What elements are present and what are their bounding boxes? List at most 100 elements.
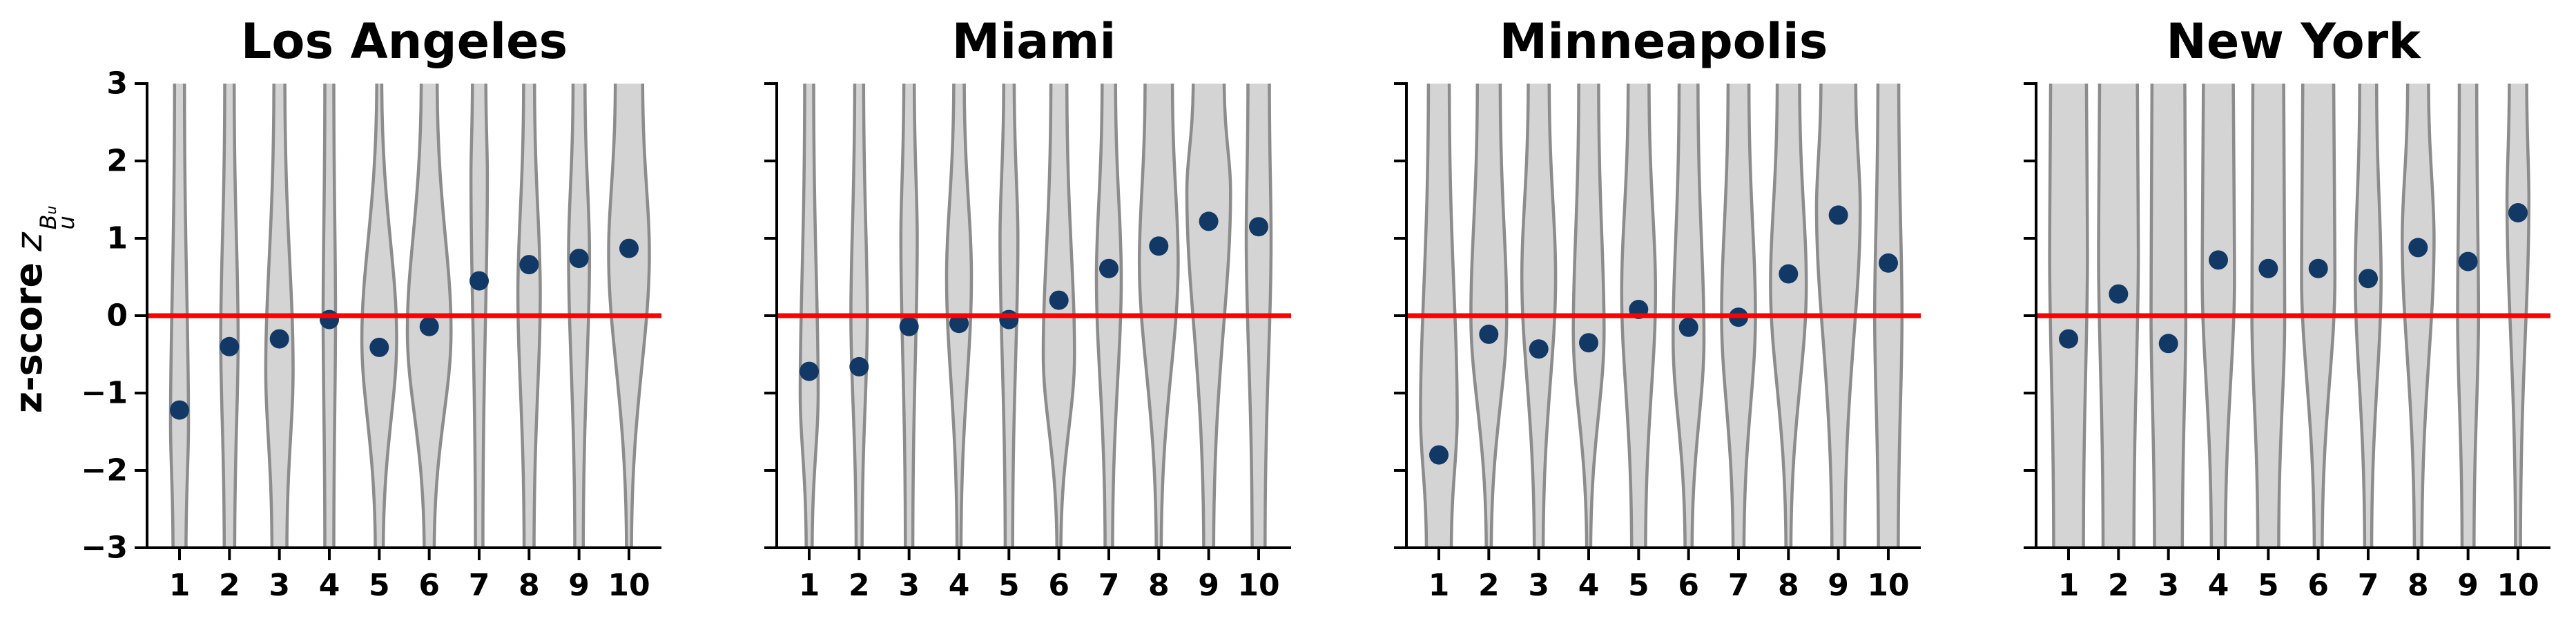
x-tick-label: 8 (519, 568, 540, 603)
mean-dot (369, 337, 389, 357)
mean-dot (999, 309, 1019, 329)
mean-dot (1678, 317, 1698, 337)
x-tick-label: 1 (1429, 568, 1450, 603)
math-scripts: Bu u (35, 205, 79, 230)
x-tick-label: 1 (169, 568, 191, 603)
x-tick-label: 7 (2358, 568, 2379, 603)
x-tick-label: 4 (2208, 568, 2229, 603)
panel-title: Miami (952, 13, 1116, 70)
mean-dot (419, 316, 439, 336)
x-tick-label: 3 (2158, 568, 2179, 603)
mean-dot (1049, 290, 1069, 310)
x-tick-label: 2 (849, 568, 870, 603)
x-tick-label: 4 (319, 568, 340, 603)
mean-dot (1199, 211, 1219, 231)
y-tick-label: 2 (106, 144, 128, 179)
mean-dot (849, 356, 869, 376)
mean-dot (2508, 203, 2528, 222)
x-tick-label: 3 (898, 568, 920, 603)
x-tick-label: 8 (1148, 568, 1170, 603)
y-tick-label: 1 (106, 221, 128, 256)
mean-dot (619, 238, 639, 258)
x-tick-label: 5 (2258, 568, 2279, 603)
x-tick-label: 10 (1237, 568, 1279, 603)
y-axis-label: z-score z Bu u (6, 206, 79, 414)
x-tick-label: 1 (799, 568, 820, 603)
math-sup-sub: u (42, 205, 59, 215)
mean-dot (269, 329, 289, 349)
x-tick-label: 2 (219, 568, 240, 603)
x-tick-label: 1 (2058, 568, 2080, 603)
x-tick-label: 5 (998, 568, 1020, 603)
panel-title: Minneapolis (1500, 13, 1828, 70)
x-tick-label: 10 (2497, 568, 2539, 603)
y-tick-label: −2 (81, 453, 128, 488)
mean-dot (1249, 217, 1268, 237)
mean-dot (899, 316, 919, 336)
mean-dot (1479, 324, 1499, 344)
panel-miami: 1 2 3 4 5 6 7 8 9 10 Miami (764, 13, 1291, 603)
x-tick-label: 6 (1678, 568, 1699, 603)
mean-dot (2458, 251, 2478, 271)
x-tick-label: 4 (949, 568, 970, 603)
x-tick-label: 7 (1098, 568, 1120, 603)
mean-dot (800, 361, 819, 381)
x-tick-label: 6 (1048, 568, 1069, 603)
mean-dot (519, 255, 539, 275)
mean-dot (2258, 258, 2278, 278)
x-tick-label: 7 (1728, 568, 1750, 603)
mean-dot (320, 309, 339, 329)
mean-dot (2209, 250, 2228, 270)
x-tick-label: 4 (1578, 568, 1600, 603)
x-tick-label: 6 (418, 568, 440, 603)
mean-dot (569, 249, 589, 269)
y-tick-label: −3 (81, 531, 128, 566)
mean-dot (1579, 333, 1598, 353)
mean-dot (1149, 236, 1169, 256)
x-tick-label: 10 (608, 568, 650, 603)
mean-dot (220, 336, 240, 356)
math-base: z (8, 232, 50, 251)
x-tick-label: 2 (1478, 568, 1500, 603)
x-tick-label: 9 (1828, 568, 1849, 603)
x-tick-label: 10 (1867, 568, 1909, 603)
mean-dot (469, 271, 489, 291)
mean-dot (2359, 269, 2378, 289)
panel-new-york: 1 2 3 4 5 6 7 8 9 10 New York (2024, 13, 2550, 603)
x-tick-label: 6 (2307, 568, 2329, 603)
x-tick-label: 8 (2408, 568, 2429, 603)
math-subscript: u (52, 216, 79, 230)
y-tick-label: 3 (106, 66, 128, 102)
mean-dot (2059, 329, 2078, 349)
panel-title: Los Angeles (241, 13, 568, 70)
mean-dot (1099, 258, 1118, 278)
mean-dot (949, 314, 969, 334)
x-tick-label: 8 (1778, 568, 1799, 603)
mean-dot (1779, 264, 1799, 284)
x-tick-label: 9 (568, 568, 590, 603)
mean-dot (1529, 339, 1549, 359)
mean-dot (170, 400, 189, 420)
x-tick-label: 3 (1528, 568, 1549, 603)
mean-dot (1879, 253, 1898, 273)
panel-minneapolis: 1 2 3 4 5 6 7 8 9 10 Minneapolis (1394, 13, 1921, 603)
x-tick-label: 7 (469, 568, 490, 603)
mean-dot (2109, 284, 2129, 304)
y-axis-label-text: z-score (6, 262, 50, 414)
panel-title: New York (2166, 13, 2421, 70)
x-tick-label: 9 (1198, 568, 1219, 603)
mean-dot (2308, 258, 2328, 278)
y-tick-label: 0 (106, 298, 128, 334)
x-tick-label: 9 (2457, 568, 2479, 603)
y-axis-label-math: z Bu u (8, 206, 79, 251)
x-tick-label: 3 (269, 568, 290, 603)
y-tick-label: −1 (81, 376, 128, 411)
mean-dot (1828, 205, 1848, 225)
x-tick-label: 5 (369, 568, 390, 603)
mean-dot (2408, 238, 2428, 258)
x-tick-label: 2 (2108, 568, 2129, 603)
mean-dot (2158, 334, 2178, 354)
